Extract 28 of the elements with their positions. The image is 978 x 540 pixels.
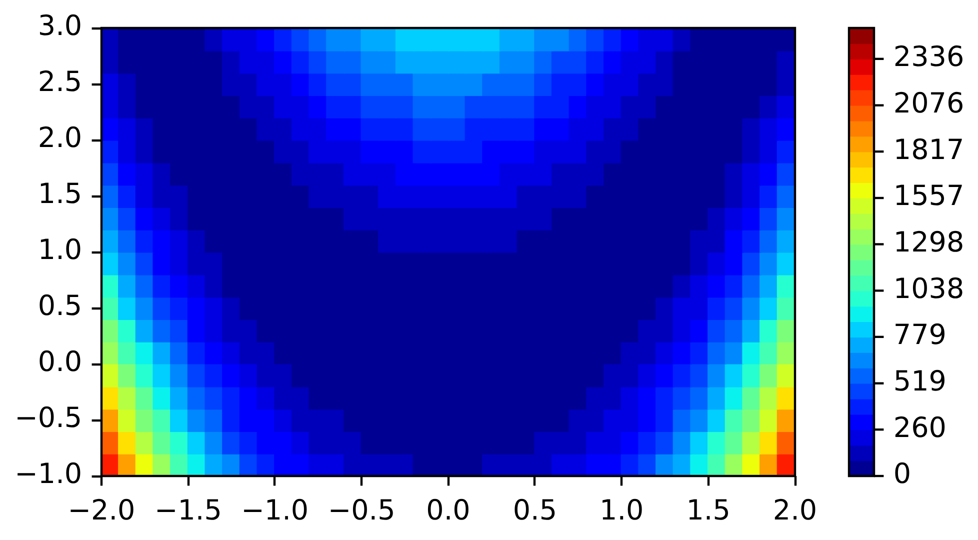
x-tick-label: 2.0 bbox=[772, 493, 818, 526]
x-tick-label: −1.0 bbox=[241, 493, 309, 526]
color-bar-label: 2076 bbox=[893, 86, 964, 120]
y-tick-label: 0.0 bbox=[38, 345, 82, 378]
color-bar-label: 1557 bbox=[893, 179, 964, 212]
y-tick-label: 0.5 bbox=[38, 289, 82, 322]
color-bar-label: 779 bbox=[893, 318, 946, 352]
y-tick-label: −0.5 bbox=[14, 401, 82, 434]
y-tick-label: −1.0 bbox=[14, 457, 82, 490]
x-tick-label: 1.5 bbox=[686, 493, 730, 526]
y-tick-label: 1.0 bbox=[38, 233, 82, 266]
x-tick-label: 0.0 bbox=[426, 493, 470, 526]
color-bar-label: 1817 bbox=[893, 132, 964, 166]
x-tick-label: −0.5 bbox=[328, 493, 396, 526]
x-tick-label: 1.0 bbox=[600, 493, 644, 526]
y-tick-label: 1.5 bbox=[38, 177, 82, 210]
color-bar-label: 519 bbox=[893, 364, 946, 398]
color-bar-label: 2336 bbox=[893, 40, 964, 74]
x-tick-label: 0.5 bbox=[512, 493, 558, 526]
color-bar-label: 260 bbox=[893, 410, 946, 444]
color-bar-label: 1298 bbox=[893, 225, 964, 258]
y-tick-label: 3.0 bbox=[38, 9, 82, 42]
y-tick-label: 2.5 bbox=[38, 65, 82, 98]
color-bar-label: 1038 bbox=[893, 272, 964, 305]
x-tick-label: −1.5 bbox=[154, 493, 222, 526]
color-bar-label: 0 bbox=[893, 457, 912, 490]
x-tick-label: −2.0 bbox=[68, 493, 136, 526]
y-tick-label: 2.0 bbox=[38, 121, 82, 154]
